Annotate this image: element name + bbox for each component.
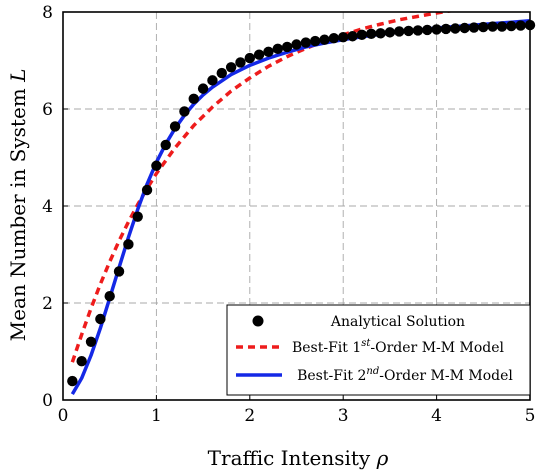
x-axis-label-symbol: ρ	[376, 446, 389, 470]
legend-second-order-main: Best-Fit 2	[297, 368, 366, 384]
y-axis-label-symbol: L	[6, 69, 30, 83]
data-point	[67, 375, 78, 387]
data-point	[506, 20, 517, 32]
data-point	[188, 93, 199, 105]
legend-marker-analytical	[252, 315, 264, 327]
data-point	[468, 22, 480, 33]
data-point	[431, 24, 442, 35]
data-point	[263, 46, 274, 57]
data-point	[496, 21, 508, 32]
legend-first-order-main: Best-Fit 1	[292, 340, 361, 356]
data-point	[487, 21, 498, 32]
data-point	[338, 32, 349, 43]
x-axis-label: Traffic Intensity ρ	[208, 446, 389, 470]
data-point	[132, 211, 143, 222]
y-tick-label: 8	[42, 3, 53, 23]
data-point	[440, 23, 452, 35]
x-tick-label: 1	[151, 406, 162, 426]
legend-second-order-rest: -Order M-M Model	[379, 368, 513, 384]
x-tick-label: 0	[58, 406, 69, 426]
data-point	[309, 35, 321, 47]
series-layer	[67, 12, 536, 396]
data-point	[197, 83, 209, 94]
y-axis-label-text: Mean Number in System	[6, 82, 30, 341]
ticks: 0 1 2 3 4 5 0 2 4 6 8	[42, 3, 535, 426]
data-point	[95, 313, 106, 325]
legend: Analytical Solution Best-Fit 1st-Order M…	[226, 304, 531, 396]
data-point	[300, 37, 312, 48]
y-axis-label: Mean Number in System L	[6, 69, 30, 342]
legend-label-second-order: Best-Fit 2nd-Order M-M Model	[297, 366, 513, 384]
data-point	[235, 57, 246, 68]
data-point	[291, 39, 302, 50]
x-tick-label: 3	[338, 406, 349, 426]
data-point	[123, 239, 134, 250]
data-point	[515, 20, 526, 31]
data-point	[141, 184, 153, 196]
series-line-first-order	[70, 12, 455, 363]
legend-second-order-sup: nd	[366, 366, 379, 377]
x-axis-label-text: Traffic Intensity	[208, 446, 377, 470]
data-point	[412, 25, 424, 36]
data-point	[328, 32, 340, 44]
data-point	[478, 21, 489, 33]
data-point	[179, 106, 190, 117]
data-point	[244, 52, 255, 64]
data-point	[272, 43, 284, 55]
x-tick-label: 4	[431, 406, 442, 426]
data-point	[450, 23, 461, 34]
x-tick-label: 2	[244, 406, 255, 426]
data-point	[422, 24, 433, 36]
legend-box	[226, 304, 531, 396]
data-point	[113, 266, 125, 277]
legend-first-order-rest: -Order M-M Model	[370, 340, 504, 356]
data-point	[104, 291, 115, 302]
x-tick-label: 5	[525, 406, 536, 426]
y-tick-label: 4	[42, 197, 53, 217]
data-point	[356, 29, 368, 40]
data-point	[216, 67, 227, 79]
data-point	[207, 75, 218, 86]
data-point	[347, 31, 358, 42]
y-tick-label: 2	[42, 294, 53, 314]
legend-label-analytical: Analytical Solution	[330, 314, 465, 330]
data-point	[253, 49, 265, 60]
y-tick-label: 0	[42, 391, 53, 411]
data-point	[375, 28, 386, 39]
data-point	[160, 139, 171, 151]
data-point	[403, 25, 414, 37]
data-point	[151, 160, 162, 171]
data-point	[76, 356, 87, 367]
y-tick-label: 6	[42, 100, 53, 120]
data-point	[394, 26, 405, 37]
data-point	[366, 28, 377, 40]
data-point	[319, 34, 330, 45]
data-point	[225, 62, 237, 73]
data-point	[459, 22, 470, 34]
data-point	[169, 121, 181, 132]
legend-first-order-sup: st	[361, 338, 371, 349]
data-point	[281, 41, 293, 53]
data-point	[85, 336, 97, 347]
data-point	[384, 27, 396, 38]
legend-label-first-order: Best-Fit 1st-Order M-M Model	[292, 338, 505, 356]
